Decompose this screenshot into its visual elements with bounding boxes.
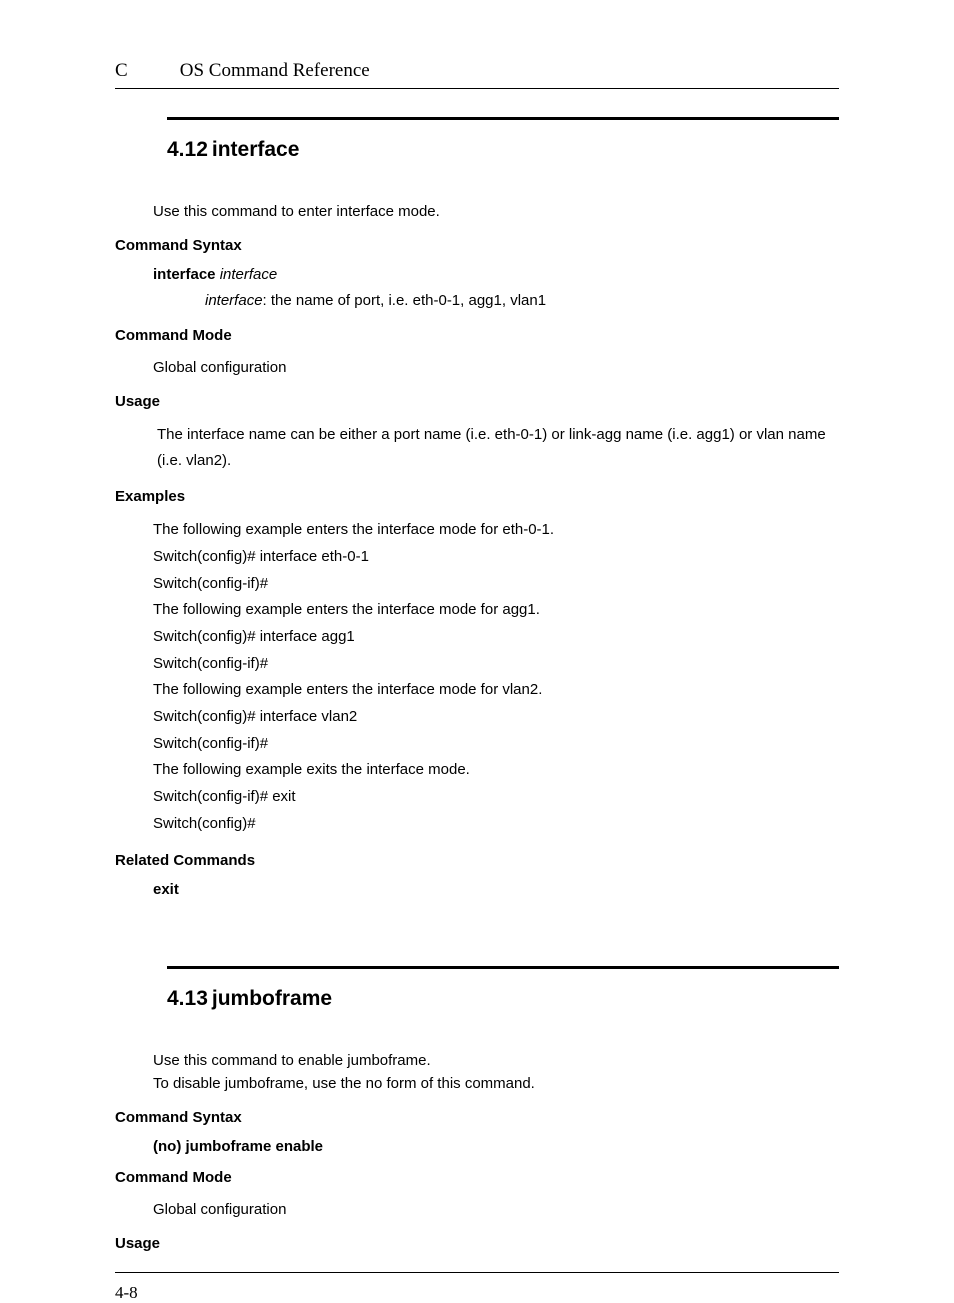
examples-head: Examples bbox=[115, 488, 839, 505]
command-syntax-line: interface interface bbox=[153, 266, 839, 283]
usage-body: The interface name can be either a port … bbox=[157, 422, 839, 475]
usage-head: Usage bbox=[115, 393, 839, 410]
footer-rule bbox=[115, 1272, 839, 1273]
param-arg: interface bbox=[205, 292, 263, 309]
header-title: OS Command Reference bbox=[180, 60, 370, 81]
example-line: Switch(config)# interface eth-0-1 bbox=[153, 544, 839, 571]
example-line: Switch(config-if)# exit bbox=[153, 784, 839, 811]
examples-block: The following example enters the interfa… bbox=[153, 517, 839, 837]
syntax-param-line: interface: the name of port, i.e. eth-0-… bbox=[205, 289, 839, 312]
example-line: The following example enters the interfa… bbox=[153, 517, 839, 544]
command-syntax-head: Command Syntax bbox=[115, 1109, 839, 1126]
related-commands-head: Related Commands bbox=[115, 852, 839, 869]
example-line: Switch(config-if)# bbox=[153, 651, 839, 678]
example-line: Switch(config-if)# bbox=[153, 731, 839, 758]
example-line: Switch(config)# interface vlan2 bbox=[153, 704, 839, 731]
example-line: The following example exits the interfac… bbox=[153, 757, 839, 784]
section-intro: Use this command to enter interface mode… bbox=[153, 200, 839, 223]
example-line: Switch(config-if)# bbox=[153, 571, 839, 598]
intro-line: Use this command to enable jumboframe. bbox=[153, 1049, 839, 1072]
running-header: C OS Command Reference bbox=[115, 60, 839, 89]
usage-head: Usage bbox=[115, 1235, 839, 1252]
section-number: 4.13 bbox=[167, 987, 208, 1010]
syntax-keyword: interface bbox=[153, 266, 216, 283]
section-number: 4.12 bbox=[167, 138, 208, 161]
command-mode-body: Global configuration bbox=[153, 356, 839, 379]
section-name: interface bbox=[212, 138, 300, 161]
command-mode-head: Command Mode bbox=[115, 1169, 839, 1186]
example-line: The following example enters the interfa… bbox=[153, 597, 839, 624]
command-mode-head: Command Mode bbox=[115, 327, 839, 344]
section-name: jumboframe bbox=[212, 987, 332, 1010]
page-number: 4-8 bbox=[115, 1283, 839, 1303]
command-syntax-head: Command Syntax bbox=[115, 237, 839, 254]
section-intro: Use this command to enable jumboframe. T… bbox=[153, 1049, 839, 1096]
example-line: Switch(config)# interface agg1 bbox=[153, 624, 839, 651]
example-line: Switch(config)# bbox=[153, 811, 839, 838]
intro-line: To disable jumboframe, use the no form o… bbox=[153, 1072, 839, 1095]
param-desc: : the name of port, i.e. eth-0-1, agg1, … bbox=[263, 292, 547, 309]
related-commands-body: exit bbox=[153, 881, 839, 898]
section-title-interface: 4.12interface bbox=[167, 138, 839, 162]
section-rule bbox=[167, 117, 839, 120]
example-line: The following example enters the interfa… bbox=[153, 677, 839, 704]
page: C OS Command Reference 4.12interface Use… bbox=[0, 0, 954, 1235]
command-mode-body: Global configuration bbox=[153, 1198, 839, 1221]
header-chapter-letter: C bbox=[115, 60, 175, 82]
command-syntax-line: (no) jumboframe enable bbox=[153, 1138, 839, 1155]
syntax-line-text: (no) jumboframe enable bbox=[153, 1138, 323, 1155]
section-rule bbox=[167, 966, 839, 969]
syntax-arg: interface bbox=[220, 266, 278, 283]
section-title-jumboframe: 4.13jumboframe bbox=[167, 987, 839, 1011]
